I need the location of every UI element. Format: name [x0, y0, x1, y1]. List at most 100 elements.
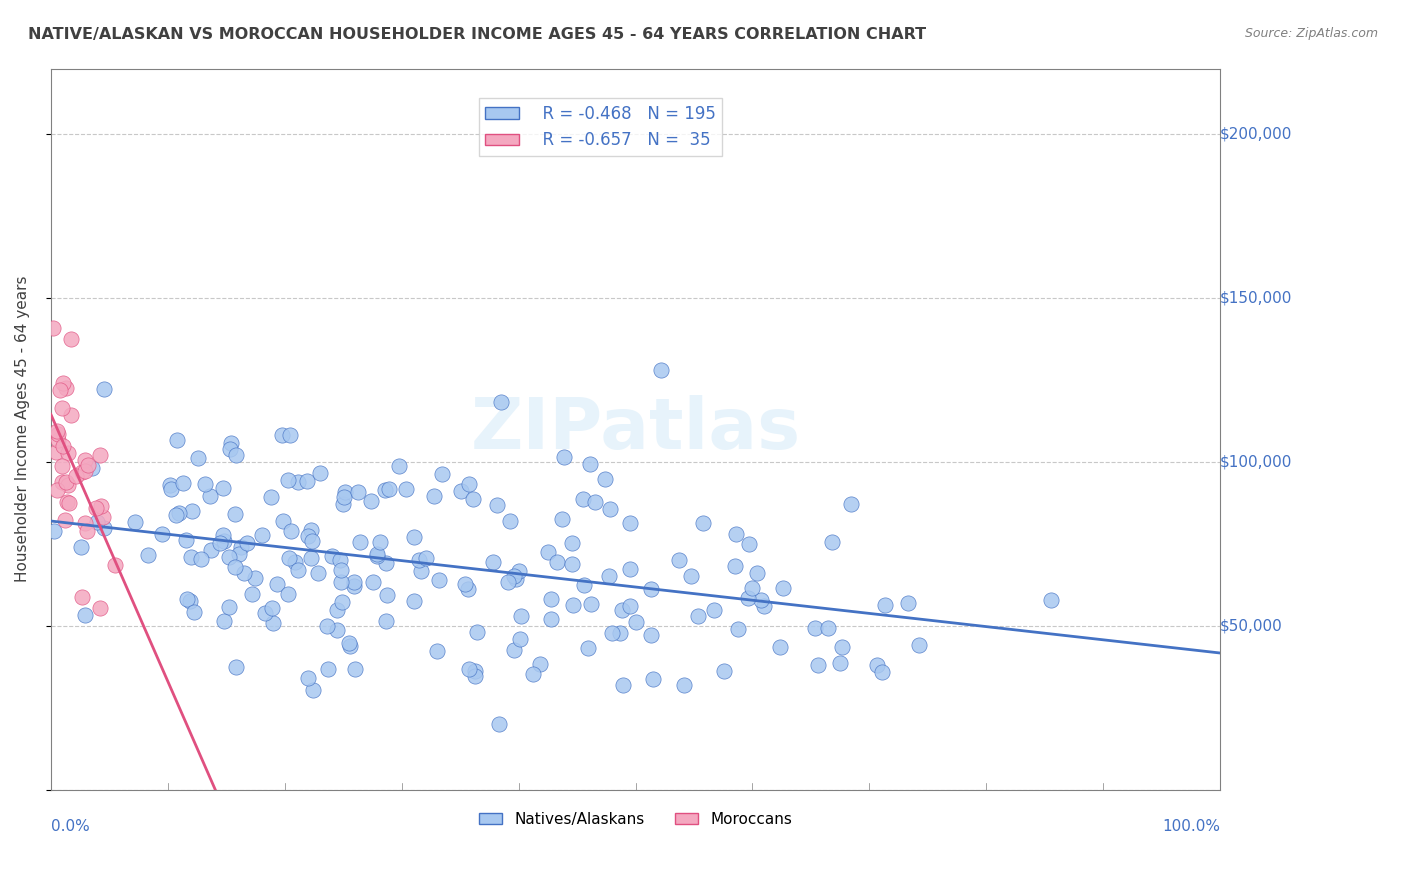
Point [333, 485, 356, 500]
Point [640, 582, 662, 596]
Point [375, 588, 398, 602]
Point [315, 619, 337, 633]
Point [510, 608, 533, 623]
Point [58, 495, 80, 509]
Point [576, 641, 599, 656]
Point [332, 490, 354, 504]
Point [366, 549, 388, 564]
Point [553, 450, 575, 464]
Point [804, 622, 827, 636]
Point [681, 569, 703, 583]
Point [583, 494, 606, 508]
Point [464, 665, 486, 679]
Point [89, 448, 111, 462]
Point [200, 542, 222, 557]
Point [454, 577, 477, 591]
Point [51, 401, 73, 415]
Point [138, 549, 160, 563]
Text: $200,000: $200,000 [1220, 127, 1292, 142]
Point [225, 660, 247, 674]
Point [561, 536, 583, 550]
Point [598, 569, 620, 583]
Point [208, 536, 231, 550]
Point [82, 460, 104, 475]
Point [831, 640, 853, 654]
Text: $100,000: $100,000 [1220, 455, 1292, 469]
Point [270, 427, 292, 442]
Point [321, 549, 343, 563]
Point [284, 555, 307, 569]
Point [738, 537, 761, 551]
Point [260, 601, 283, 615]
Point [378, 482, 401, 496]
Point [297, 529, 319, 543]
Point [329, 553, 352, 567]
Text: ZIPatlas: ZIPatlas [471, 395, 800, 464]
Point [339, 636, 361, 650]
Point [266, 576, 288, 591]
Point [166, 434, 188, 448]
Point [225, 448, 247, 462]
Point [250, 528, 273, 542]
Point [830, 656, 852, 670]
Point [579, 458, 602, 472]
Point [240, 586, 263, 600]
Point [299, 550, 322, 565]
Point [90, 500, 112, 514]
Point [619, 599, 641, 613]
Point [457, 582, 479, 596]
Point [280, 524, 302, 538]
Point [73, 607, 96, 622]
Point [458, 477, 481, 491]
Point [502, 642, 524, 657]
Point [167, 506, 190, 520]
Point [402, 594, 425, 608]
Point [73, 453, 96, 467]
Point [612, 603, 634, 617]
Point [332, 497, 354, 511]
Point [86, 516, 108, 530]
Point [499, 514, 522, 528]
Point [641, 672, 664, 686]
Point [55, 494, 77, 508]
Point [540, 612, 562, 626]
Point [609, 626, 631, 640]
Point [42, 320, 65, 334]
Point [339, 639, 361, 653]
Point [505, 572, 527, 586]
Point [219, 436, 242, 450]
Point [176, 533, 198, 548]
Point [51, 475, 73, 489]
Point [619, 516, 641, 530]
Point [211, 528, 233, 542]
Point [450, 483, 472, 498]
Point [374, 483, 396, 498]
Point [277, 587, 299, 601]
Point [55, 475, 77, 489]
Point [104, 558, 127, 572]
Point [408, 552, 430, 566]
Point [55, 513, 77, 527]
Point [91, 510, 114, 524]
Point [600, 626, 623, 640]
Point [190, 552, 212, 566]
Point [48, 384, 70, 398]
Point [254, 606, 277, 620]
Point [243, 571, 266, 585]
Point [572, 492, 595, 507]
Point [150, 526, 173, 541]
Point [287, 475, 309, 489]
Point [299, 524, 322, 538]
Point [870, 665, 893, 680]
Point [330, 574, 353, 589]
Point [489, 395, 512, 409]
Point [464, 669, 486, 683]
Point [668, 552, 690, 566]
Point [366, 547, 388, 561]
Point [486, 499, 509, 513]
Point [737, 591, 759, 605]
Point [343, 574, 366, 589]
Point [194, 476, 217, 491]
Point [76, 524, 98, 538]
Point [93, 382, 115, 396]
